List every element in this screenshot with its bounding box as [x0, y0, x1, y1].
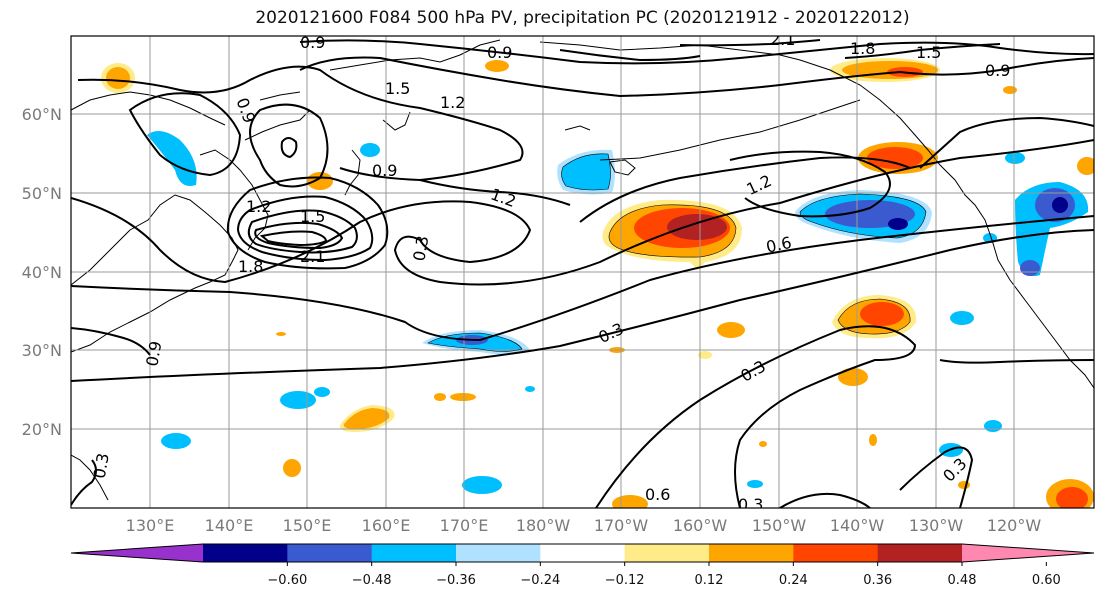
gridlines [71, 36, 1094, 508]
lat-label: 50°N [22, 184, 62, 203]
lon-label: 140°E [205, 516, 254, 535]
colorbar-tick-label: 0.48 [948, 573, 977, 588]
contour-label: 0.3 [409, 234, 432, 262]
colorbar-tick-label: −0.12 [605, 573, 645, 588]
lon-label: 130°W [909, 516, 964, 535]
contour-label: 2.1 [770, 30, 795, 49]
lon-label: 140°W [830, 516, 885, 535]
map-title: 2020121600 F084 500 hPa PV, precipitatio… [255, 8, 910, 28]
lon-label: 170°E [440, 516, 489, 535]
contour-label: 0.6 [645, 485, 670, 504]
contour-label: 0.3 [738, 495, 763, 514]
colorbar-min-arrow [71, 544, 203, 562]
colorbar-segment [287, 544, 373, 562]
lon-label: 160°W [673, 516, 728, 535]
lon-label: 170°W [594, 516, 649, 535]
map-frame [70, 35, 1095, 509]
colorbar-outline [70, 543, 1095, 563]
lat-label: 60°N [22, 105, 62, 124]
lon-label: 160°E [362, 516, 411, 535]
colorbar-tick-label: −0.36 [436, 573, 476, 588]
contour-label: 0.3 [90, 452, 113, 480]
colorbar-segment [793, 544, 879, 562]
colorbar-tick-label: −0.60 [267, 573, 307, 588]
lat-label: 20°N [22, 420, 62, 439]
contour-label: 0.9 [142, 339, 165, 367]
colorbar-tick-label: 0.12 [695, 573, 724, 588]
contour-label: 1.8 [850, 39, 875, 58]
contour-label: 1.8 [238, 257, 263, 276]
colorbar-tick-label: −0.48 [352, 573, 392, 588]
lon-label: 150°W [752, 516, 807, 535]
contour-label: 1.5 [300, 207, 325, 226]
colorbar-tick-label: 0.36 [863, 573, 892, 588]
colorbar-segment [624, 544, 710, 562]
contour-label: 0.9 [372, 161, 397, 180]
lon-label: 120°W [987, 516, 1042, 535]
colorbar: −0.60 −0.48 −0.36 −0.24 −0.12 0.12 0.24 0.36 0.4… [70, 543, 1095, 588]
lon-label: 150°E [283, 516, 332, 535]
longitude-labels: 130°E 140°E 150°E 160°E 170°E 180°W 170°… [126, 516, 1042, 535]
colorbar-segment [371, 544, 457, 562]
colorbar-segment [456, 544, 541, 562]
colorbar-tick-label: −0.24 [520, 573, 560, 588]
map-content: 0.9 0.9 2.1 1.8 1.5 0.9 1.5 1.2 0.9 0.9 … [71, 30, 1094, 514]
contour-label: 0.6 [764, 233, 793, 257]
contour-label: 1.5 [916, 43, 941, 62]
latitude-labels: 60°N 50°N 40°N 30°N 20°N [22, 105, 62, 439]
colorbar-tick-label: 0.24 [779, 573, 808, 588]
lon-label: 180°W [516, 516, 571, 535]
colorbar-segment [709, 544, 794, 562]
contour-label: 0.9 [985, 61, 1010, 80]
contour-label: 1.5 [385, 79, 410, 98]
contour-label: 2.1 [300, 247, 325, 266]
contour-label: 0.9 [487, 43, 512, 62]
colorbar-tick-label: 0.60 [1032, 573, 1061, 588]
lat-label: 30°N [22, 341, 62, 360]
colorbar-segment [877, 544, 963, 562]
contour-label: 1.2 [440, 93, 465, 112]
pv-contours [71, 39, 1094, 508]
colorbar-max-arrow [962, 544, 1094, 562]
contour-label: 0.9 [300, 33, 325, 52]
shading-outlines [427, 153, 927, 352]
contour-label: 1.2 [246, 197, 271, 216]
lat-label: 40°N [22, 263, 62, 282]
colorbar-segment [203, 544, 288, 562]
colorbar-segment [540, 544, 626, 562]
lon-label: 130°E [126, 516, 175, 535]
